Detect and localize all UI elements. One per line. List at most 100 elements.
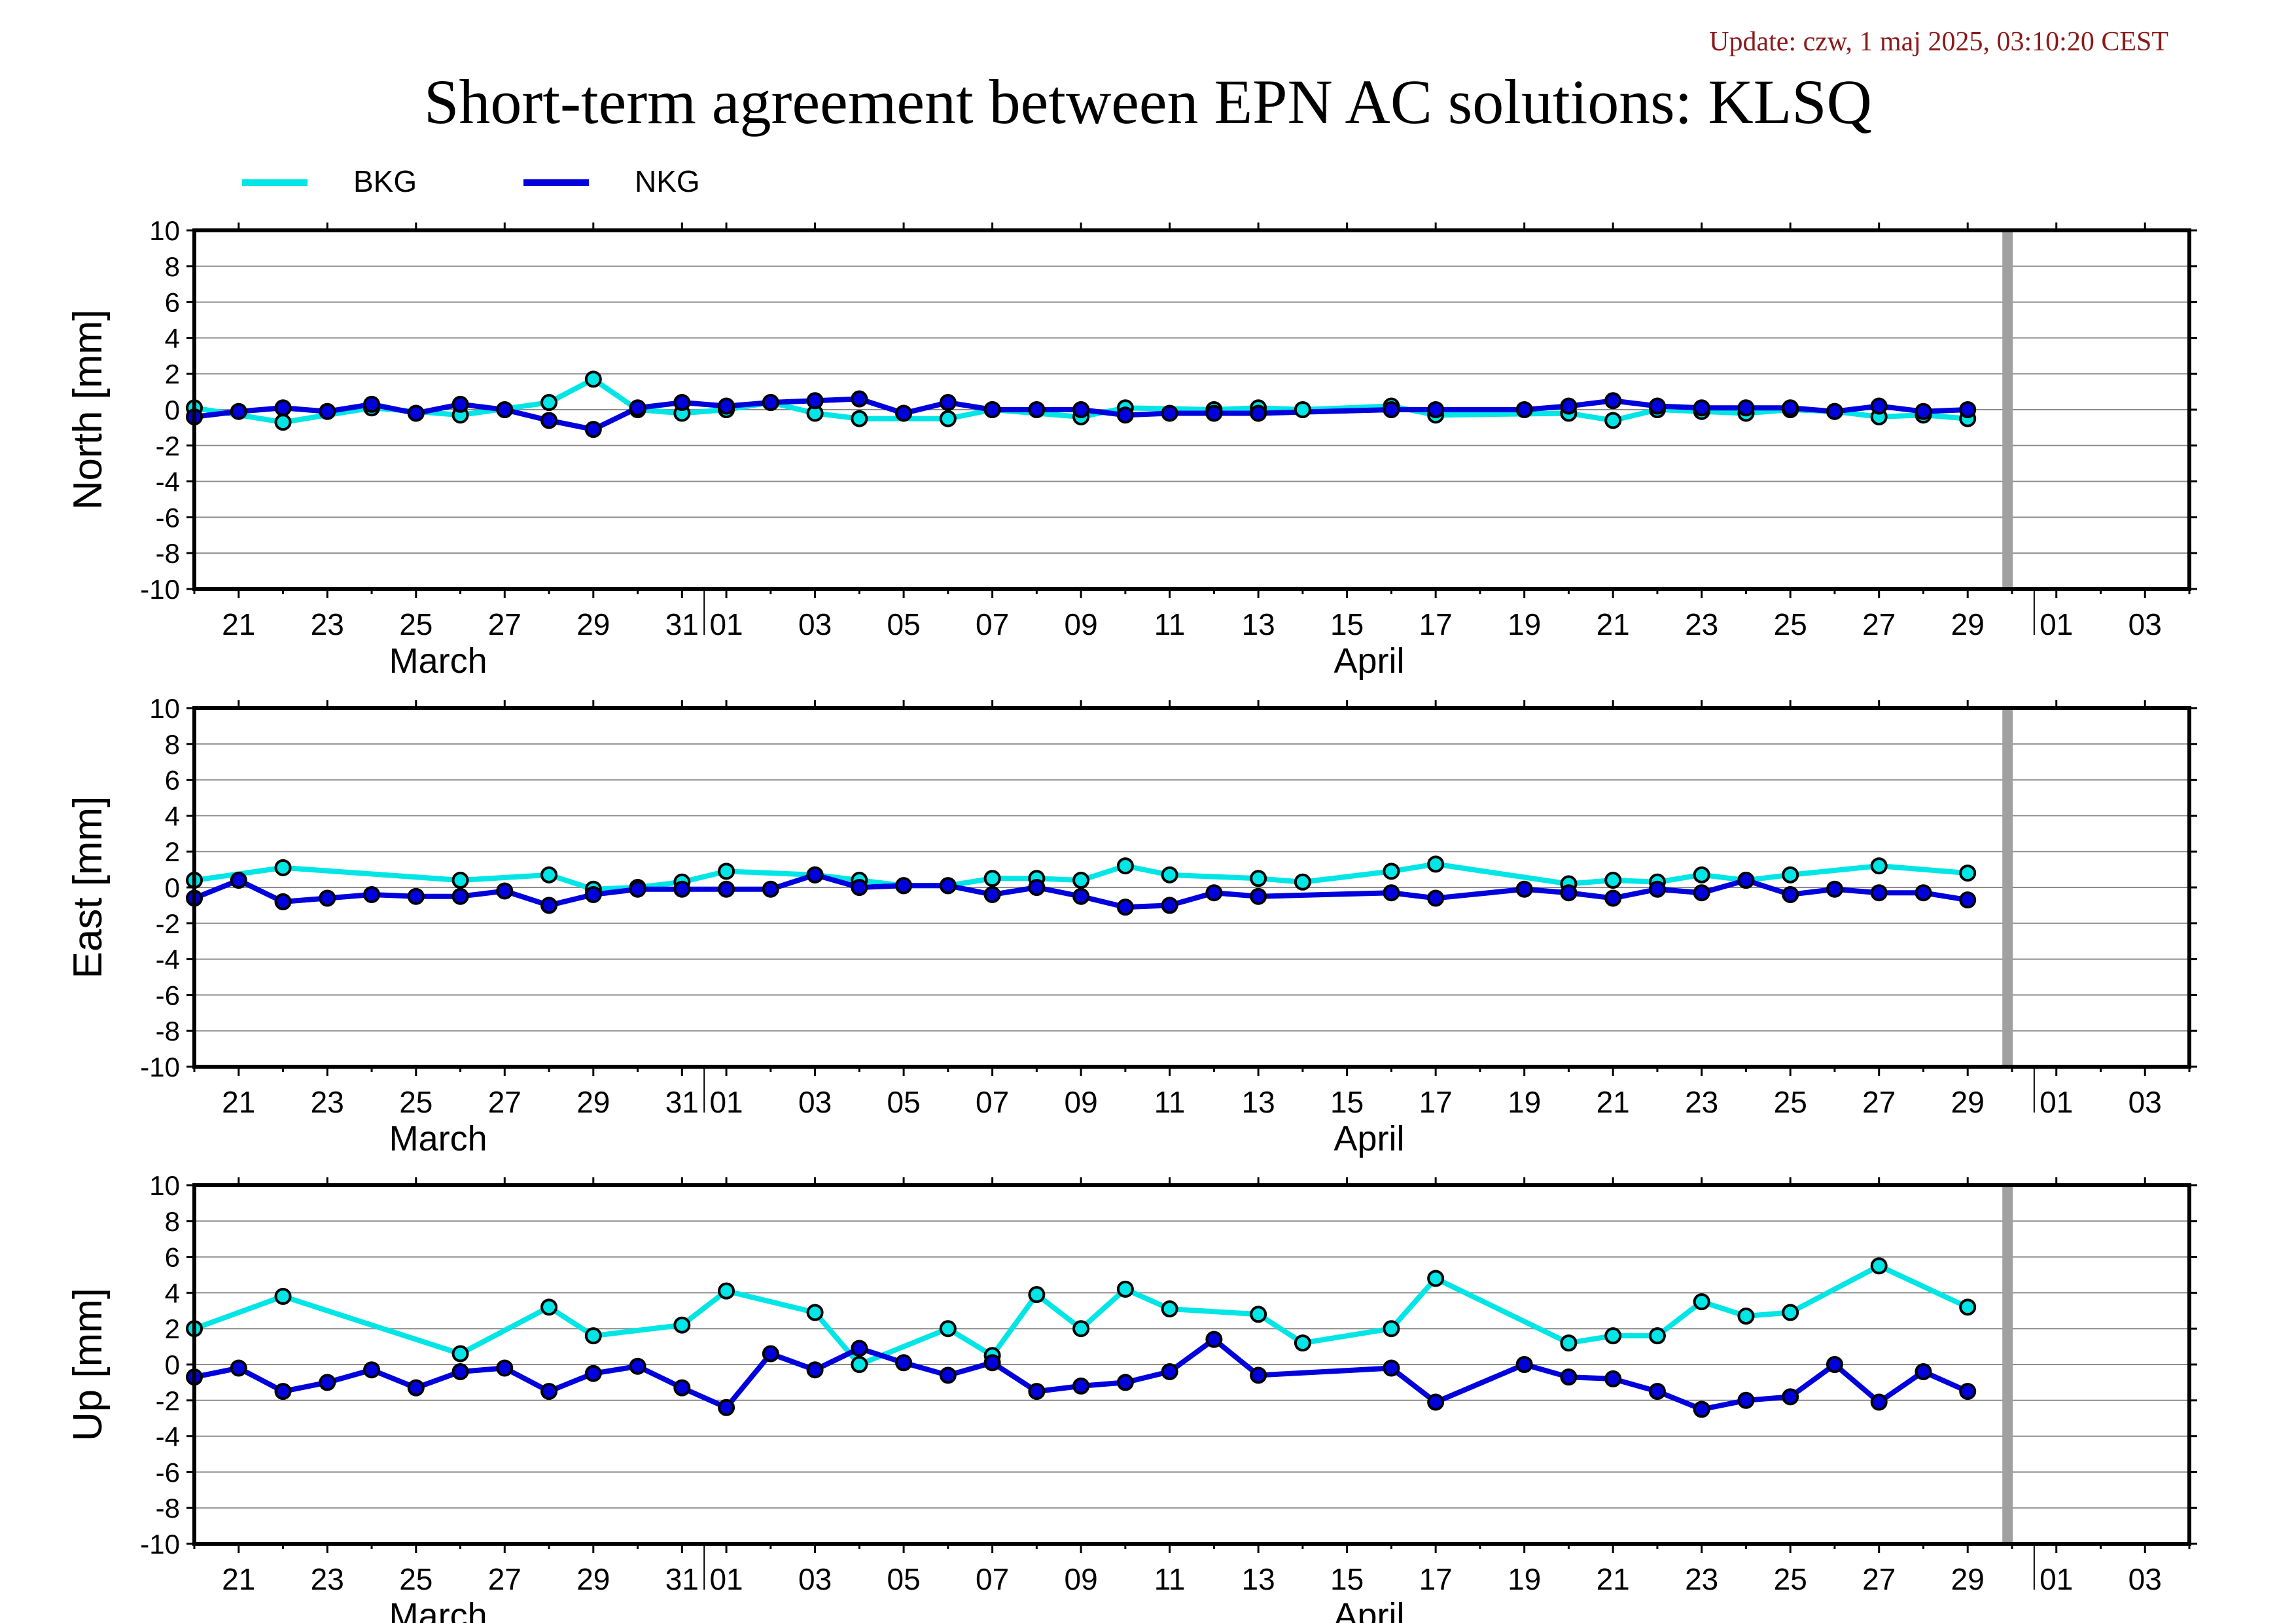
panel1-xtick-label: 27 bbox=[488, 607, 521, 641]
panel1-xtick-label: 07 bbox=[976, 607, 1009, 641]
panel1-data-point-nkg bbox=[584, 421, 602, 438]
panel3-data-point-nkg bbox=[673, 1379, 691, 1397]
panel1-month-label: April bbox=[1334, 641, 1405, 681]
panel2-xtick-label: 09 bbox=[1065, 1085, 1098, 1119]
panel3-ytick-label: -4 bbox=[156, 1421, 180, 1452]
legend-swatch-bkg bbox=[242, 179, 308, 186]
panel1-xtick-label: 23 bbox=[311, 607, 344, 641]
panel3-data-point-nkg bbox=[496, 1359, 514, 1377]
panel1-data-point-nkg bbox=[1161, 404, 1178, 422]
panel2-data-point-nkg bbox=[1205, 884, 1223, 902]
panel2-ytick-label: 4 bbox=[165, 800, 180, 831]
panel2-data-point-nkg bbox=[1383, 884, 1400, 902]
panel3-data-point-nkg bbox=[1427, 1393, 1445, 1411]
panel2-data-point-nkg bbox=[407, 887, 425, 905]
panel3-data-point-nkg bbox=[1604, 1370, 1622, 1387]
panel3-plot-frame bbox=[192, 1183, 2191, 1546]
panel1-ytick-label: -2 bbox=[156, 431, 180, 461]
panel3-xtick-label: 25 bbox=[399, 1562, 433, 1596]
panel2-ytick-label: -8 bbox=[156, 1016, 180, 1046]
panel1-data-point-nkg bbox=[1604, 392, 1622, 410]
panel1-xtick-label: 29 bbox=[1951, 607, 1985, 641]
panel1-plot-frame bbox=[192, 228, 2191, 591]
panel2-data-point-bkg bbox=[1782, 866, 1799, 883]
panel3-ylabel: Up [mm] bbox=[65, 1288, 111, 1441]
panel2-data-point-bkg bbox=[1604, 872, 1622, 889]
panel3-data-point-nkg bbox=[230, 1359, 247, 1377]
panel3-data-point-nkg bbox=[939, 1366, 957, 1384]
panel2-current-date-marker bbox=[2002, 708, 2013, 1067]
panel2-ytick-label: 10 bbox=[149, 693, 180, 724]
panel3-xtick-label: 11 bbox=[1154, 1562, 1186, 1596]
panel1-xtick-label: 25 bbox=[1774, 607, 1807, 641]
panel2-data-point-nkg bbox=[1116, 899, 1134, 916]
panel1-data-point-nkg bbox=[1116, 406, 1134, 424]
panel2-data-point-nkg bbox=[1648, 880, 1666, 898]
panel2-data-point-nkg bbox=[584, 885, 602, 903]
panel3-data-point-nkg bbox=[1250, 1366, 1267, 1384]
panel3-data-point-bkg bbox=[1959, 1298, 1977, 1316]
panel2-data-point-nkg bbox=[230, 872, 247, 889]
panel2-data-point-nkg bbox=[540, 897, 558, 914]
panel3-xtick-label: 19 bbox=[1508, 1562, 1541, 1596]
panel3-data-point-bkg bbox=[1693, 1293, 1710, 1311]
panel1-data-point-nkg bbox=[983, 401, 1001, 418]
panel2-data-point-nkg bbox=[496, 882, 514, 900]
panel3-month-label: April bbox=[1334, 1596, 1405, 1623]
panel3-data-point-nkg bbox=[1737, 1391, 1755, 1409]
panel3-data-point-bkg bbox=[1250, 1306, 1267, 1323]
panel1-data-point-nkg bbox=[806, 392, 824, 410]
panel1-xtick-label: 29 bbox=[576, 607, 610, 641]
panel3-xtick-label: 03 bbox=[2128, 1562, 2162, 1596]
panel2-data-point-nkg bbox=[939, 877, 957, 895]
panel3-ytick-label: 0 bbox=[165, 1349, 180, 1380]
panel2-xtick-label: 17 bbox=[1419, 1085, 1453, 1119]
panel1-xtick-label: 27 bbox=[1862, 607, 1896, 641]
panel3-xtick-label: 27 bbox=[1862, 1562, 1896, 1596]
panel2-xtick-label: 01 bbox=[709, 1085, 743, 1119]
panel3-xtick-label: 17 bbox=[1419, 1562, 1453, 1596]
panel3-xtick-label: 01 bbox=[2040, 1562, 2073, 1596]
panel1-ytick-label: -4 bbox=[156, 467, 180, 497]
panel2-data-point-bkg bbox=[1294, 873, 1311, 891]
panel2-data-point-bkg bbox=[540, 866, 558, 883]
panel2-data-point-nkg bbox=[806, 866, 824, 883]
panel2-xtick-label: 21 bbox=[222, 1085, 255, 1119]
panel1-data-point-nkg bbox=[274, 399, 292, 417]
panel2-ytick-label: -10 bbox=[140, 1052, 180, 1082]
panel1-data-point-nkg bbox=[230, 402, 247, 420]
panel3-xtick-label: 21 bbox=[222, 1562, 255, 1596]
panel1-data-point-bkg bbox=[939, 410, 957, 427]
panel1-data-point-nkg bbox=[629, 399, 646, 417]
panel3-data-point-bkg bbox=[1648, 1327, 1666, 1345]
panel2-xtick-label: 11 bbox=[1154, 1085, 1186, 1119]
panel3-data-point-nkg bbox=[1383, 1359, 1400, 1377]
panel2-data-point-nkg bbox=[983, 885, 1001, 903]
panel1-current-date-marker bbox=[2002, 230, 2013, 589]
panel2-data-point-nkg bbox=[1161, 897, 1178, 914]
panel3-ytick-label: 8 bbox=[165, 1206, 180, 1237]
chart-title: Short-term agreement between EPN AC solu… bbox=[423, 67, 1872, 137]
panel2-data-point-nkg bbox=[629, 880, 646, 898]
panel3-ytick-label: -2 bbox=[156, 1385, 180, 1416]
panel2-data-point-nkg bbox=[1028, 879, 1046, 896]
panel1-ytick-label: 10 bbox=[149, 215, 180, 246]
panel3-data-point-bkg bbox=[673, 1316, 691, 1334]
panel3-data-point-nkg bbox=[1028, 1383, 1046, 1400]
panel2-xtick-label: 21 bbox=[1597, 1085, 1630, 1119]
panel3-data-point-nkg bbox=[363, 1361, 381, 1379]
panel2-xtick-label: 25 bbox=[1774, 1085, 1807, 1119]
panel3-ytick-label: 6 bbox=[165, 1242, 180, 1273]
panel3-data-point-bkg bbox=[1072, 1320, 1090, 1338]
panel1-data-point-nkg bbox=[1072, 401, 1090, 418]
panel1-data-point-nkg bbox=[1915, 402, 1932, 420]
panel3-data-point-nkg bbox=[1205, 1330, 1223, 1348]
panel1-month-label: March bbox=[389, 641, 487, 681]
panel3-data-point-nkg bbox=[895, 1354, 913, 1372]
panel2-data-point-bkg bbox=[1072, 872, 1090, 889]
panel2-data-point-nkg bbox=[1427, 889, 1445, 907]
panel2-ytick-label: 2 bbox=[165, 836, 180, 867]
panel1-data-point-bkg bbox=[851, 410, 868, 427]
panel3-data-point-nkg bbox=[1915, 1363, 1932, 1380]
